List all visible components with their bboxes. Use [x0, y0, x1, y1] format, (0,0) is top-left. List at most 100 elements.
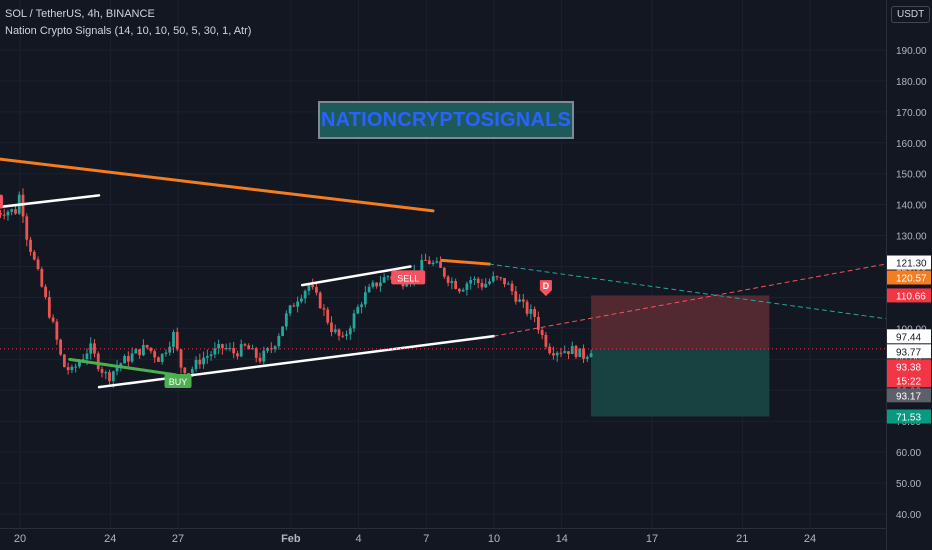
price-label-bg [887, 270, 931, 285]
candle-body [187, 373, 190, 375]
candle [32, 249, 36, 261]
candle [552, 346, 555, 360]
candle [454, 278, 458, 290]
candle [258, 352, 262, 364]
candle-body [442, 267, 446, 277]
candle [202, 351, 205, 369]
price-label-bg [887, 288, 931, 303]
take-profit-zone [591, 348, 770, 417]
candle-body [318, 292, 322, 309]
candle-body [465, 283, 469, 290]
candle-body [59, 339, 63, 355]
candle [536, 311, 540, 334]
price-label-bg [887, 329, 931, 344]
candle [40, 266, 44, 288]
candle [518, 294, 521, 303]
candle [521, 293, 525, 309]
price-label-bg [887, 359, 931, 388]
price-label: 93.77 [887, 344, 931, 359]
candle [488, 278, 491, 286]
candle [427, 256, 431, 265]
candle-body [141, 345, 145, 356]
candle [21, 188, 25, 224]
price-label-bg [887, 255, 931, 270]
x-tick-label: 14 [556, 533, 568, 545]
candle [495, 275, 499, 281]
candle-body [149, 347, 153, 352]
projection-trendline [488, 263, 890, 320]
resistance-trendline [300, 265, 412, 287]
candle [66, 362, 70, 375]
candle-body [281, 326, 284, 336]
price-label: 121.30 [887, 255, 931, 270]
candle [236, 350, 239, 360]
candle-body [284, 313, 288, 327]
time-axis [0, 528, 886, 550]
candle-body [578, 348, 582, 357]
candle-body [74, 366, 78, 368]
candle [341, 331, 345, 339]
candle-body [469, 279, 473, 284]
candle-body [130, 353, 134, 362]
candle-body [126, 356, 130, 362]
candle [450, 277, 454, 290]
indicator-title[interactable]: Nation Crypto Signals (14, 10, 10, 50, 5… [5, 25, 252, 37]
price-label-bg [887, 344, 931, 359]
candle-body [552, 353, 555, 356]
candle-body [352, 313, 356, 329]
candle [503, 277, 506, 288]
candle-body [582, 348, 585, 359]
candle [476, 276, 480, 289]
candle [198, 353, 202, 369]
candle-body [529, 309, 533, 314]
candle-body [47, 297, 51, 318]
y-tick-label: 60.00 [896, 448, 921, 459]
candle [59, 338, 63, 357]
candle-body [555, 352, 559, 356]
candle-body [356, 307, 360, 314]
candle [273, 345, 277, 353]
candle-body [378, 282, 382, 287]
candle [74, 363, 78, 373]
candle-body [217, 344, 221, 349]
candle-body [341, 335, 345, 337]
candle [529, 304, 533, 320]
candle-body [326, 309, 330, 323]
candle-body [375, 282, 379, 287]
candle [484, 277, 488, 289]
candle-body [491, 276, 495, 282]
signal-buy: BUY [164, 373, 192, 388]
y-tick-label: 40.00 [896, 510, 921, 521]
candle-body [89, 343, 93, 354]
candle [525, 299, 529, 317]
candle-body [175, 332, 179, 350]
candle-body [157, 357, 160, 362]
candle [123, 354, 126, 364]
candle-body [360, 304, 363, 308]
candle-body [123, 356, 126, 364]
candle [315, 281, 318, 296]
candle-body [544, 334, 548, 347]
symbol-title[interactable]: SOL / TetherUS, 4h, BINANCE [5, 8, 155, 20]
x-tick-label: 20 [14, 533, 26, 545]
candle-body [0, 213, 2, 215]
candle [51, 314, 55, 324]
candle [533, 306, 537, 323]
candle-body [190, 369, 194, 374]
plot-area [0, 0, 886, 528]
candle [326, 307, 330, 325]
candle [348, 325, 352, 340]
x-tick-label: Feb [281, 533, 301, 545]
signal-label: BUY [169, 377, 188, 387]
price-labels: 121.30120.57110.6697.4493.7793.3815:2293… [887, 255, 931, 424]
candle-body [589, 353, 593, 358]
candle [333, 324, 337, 334]
price-label-text: 110.66 [896, 291, 926, 302]
candle [284, 310, 288, 331]
candle [89, 337, 93, 360]
currency-button[interactable]: USDT [891, 6, 931, 23]
candle [386, 275, 390, 281]
price-label-text: 93.38 [896, 362, 921, 373]
candle-body [307, 285, 311, 291]
